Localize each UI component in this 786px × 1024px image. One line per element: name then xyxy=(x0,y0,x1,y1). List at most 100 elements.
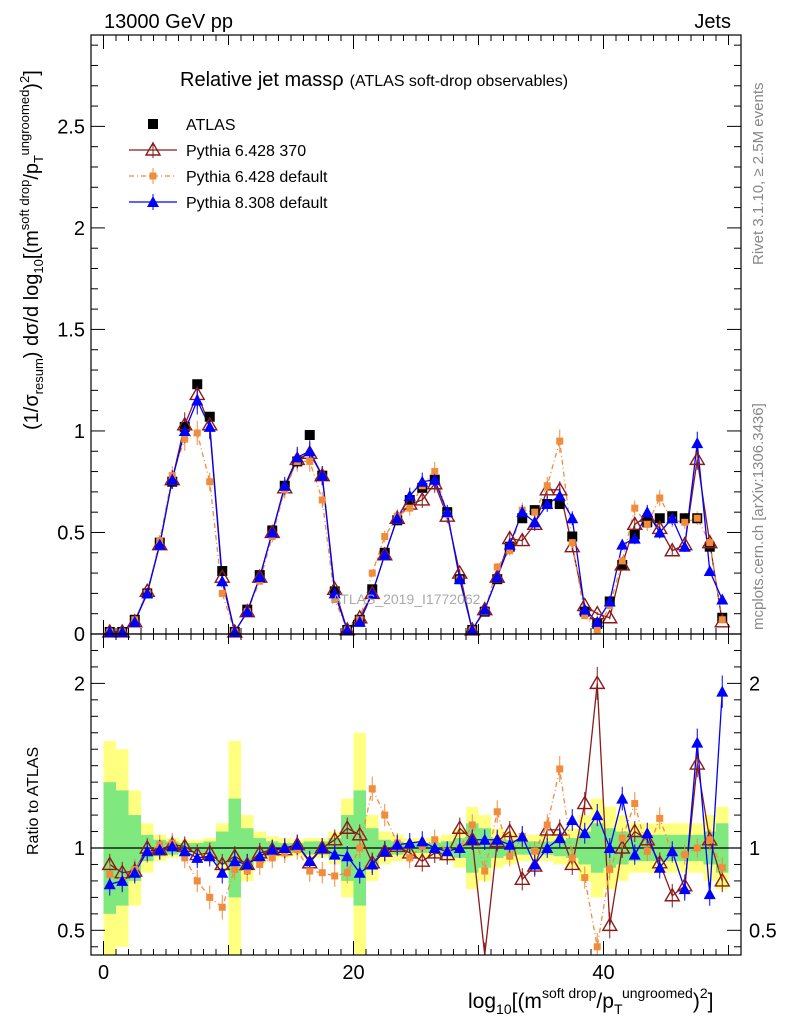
ratio-tick-label: 1 xyxy=(74,838,85,860)
ratio-marker-pythia-8-308-default xyxy=(516,830,529,842)
ratio-marker-pythia-6-428-370 xyxy=(101,856,118,871)
ratio-marker-pythia-6-428-default xyxy=(493,808,501,816)
marker-pythia-6-428-370 xyxy=(601,609,618,624)
ratio-marker-pythia-8-308-default xyxy=(528,858,541,870)
marker-pythia-8-308-default xyxy=(391,512,404,524)
ratio-marker-pythia-6-428-default xyxy=(706,836,714,844)
ratio-marker-pythia-8-308-default xyxy=(216,866,229,878)
marker-pythia-8-308-default xyxy=(316,469,329,481)
ratio-marker-pythia-6-428-370 xyxy=(514,870,531,885)
marker-pythia-6-428-default xyxy=(693,514,701,522)
marker-pythia-6-428-default xyxy=(193,429,201,437)
marker-pythia-8-308-default xyxy=(291,451,304,463)
ratio-marker-pythia-6-428-default xyxy=(643,847,651,855)
marker-pythia-8-308-default xyxy=(503,538,516,550)
marker-pythia-6-428-default xyxy=(306,457,314,465)
marker-pythia-6-428-default xyxy=(431,468,439,476)
data-markers xyxy=(101,379,731,951)
ratio-marker-pythia-6-428-default xyxy=(343,869,351,877)
ratio-marker-pythia-8-308-default xyxy=(691,736,704,748)
marker-pythia-8-308-default xyxy=(578,603,591,615)
marker-pythia-8-308-default xyxy=(691,437,704,449)
rivet-version-label: Rivet 3.1.10, ≥ 2.5M events xyxy=(750,83,767,266)
ratio-marker-pythia-8-308-default xyxy=(253,850,266,862)
ratio-marker-pythia-6-428-370 xyxy=(626,823,643,838)
marker-pythia-6-428-370 xyxy=(664,542,681,557)
marker-pythia-8-308-default xyxy=(603,595,616,607)
marker-pythia-6-428-default xyxy=(643,520,651,528)
ratio-marker-pythia-6-428-default xyxy=(593,943,601,951)
ratio-marker-pythia-6-428-default xyxy=(581,874,589,882)
ratio-marker-pythia-6-428-default xyxy=(681,851,689,859)
marker-atlas xyxy=(679,513,690,524)
marker-pythia-8-308-default xyxy=(253,571,266,583)
marker-pythia-6-428-default xyxy=(568,539,576,547)
marker-atlas xyxy=(304,430,315,441)
marker-pythia-8-308-default xyxy=(541,498,554,510)
marker-pythia-8-308-default xyxy=(716,593,729,605)
marker-pythia-8-308-default xyxy=(203,420,216,432)
legend-label-pythia-8-308-default: Pythia 8.308 default xyxy=(186,195,328,212)
marker-pythia-8-308-default xyxy=(678,540,691,552)
ratio-marker-pythia-8-308-default xyxy=(603,842,616,853)
ratio-line-pythia-6-428-370 xyxy=(109,683,723,956)
ratio-marker-pythia-6-428-370 xyxy=(576,795,593,810)
analysis-watermark: ATLAS_2019_I1772062 xyxy=(332,591,481,607)
ratio-marker-pythia-6-428-default xyxy=(693,844,701,852)
ratio-marker-pythia-6-428-default xyxy=(181,854,189,862)
marker-pythia-8-308-default xyxy=(128,615,141,627)
legend-label-atlas: ATLAS xyxy=(186,117,236,134)
ratio-tick-label-right: 2 xyxy=(749,673,760,695)
legend-marker-pythia-6-428-370 xyxy=(144,141,162,156)
marker-pythia-6-428-default xyxy=(581,612,589,620)
marker-pythia-6-428-default xyxy=(656,494,664,502)
ratio-marker-pythia-6-428-default xyxy=(718,864,726,872)
marker-atlas xyxy=(517,513,528,524)
ratio-marker-pythia-8-308-default xyxy=(703,888,716,900)
ratio-marker-pythia-8-308-default xyxy=(228,855,241,867)
ratio-marker-pythia-8-308-default xyxy=(141,845,154,857)
x-tick-label: 0 xyxy=(98,962,109,984)
marker-pythia-8-308-default xyxy=(516,506,529,518)
ratio-marker-pythia-6-428-370 xyxy=(339,819,356,834)
ratio-marker-pythia-6-428-370 xyxy=(564,856,581,871)
ratio-marker-pythia-8-308-default xyxy=(116,874,129,886)
ratio-marker-pythia-8-308-default xyxy=(578,827,591,839)
marker-pythia-8-308-default xyxy=(328,587,341,599)
ratio-marker-pythia-8-308-default xyxy=(566,814,579,826)
marker-pythia-8-308-default xyxy=(378,548,391,560)
ratio-marker-pythia-6-428-default xyxy=(106,870,114,878)
marker-pythia-6-428-default xyxy=(681,518,689,526)
ratio-marker-pythia-6-428-default xyxy=(268,854,276,862)
ratio-marker-pythia-8-308-default xyxy=(303,855,316,867)
ratio-marker-pythia-8-308-default xyxy=(453,842,466,853)
ratio-marker-pythia-6-428-default xyxy=(656,814,664,822)
chart-title: Relative jet massρ (ATLAS soft-drop obser… xyxy=(180,69,568,91)
marker-pythia-8-308-default xyxy=(703,565,716,577)
ratio-marker-pythia-6-428-default xyxy=(618,834,626,842)
marker-atlas xyxy=(617,559,628,570)
ratio-marker-pythia-8-308-default xyxy=(478,833,491,845)
uncertainty-bands xyxy=(91,732,741,955)
marker-pythia-8-308-default xyxy=(491,571,504,583)
ratio-marker-pythia-8-308-default xyxy=(716,685,729,697)
ratio-tick-label: 2 xyxy=(74,673,85,695)
marker-pythia-6-428-default xyxy=(593,626,601,634)
marker-pythia-8-308-default xyxy=(591,615,604,627)
ratio-axis-label: Ratio to ATLAS xyxy=(25,747,42,855)
ratio-marker-pythia-6-428-370 xyxy=(414,852,431,867)
marker-pythia-8-308-default xyxy=(266,526,279,538)
y-tick-label: 2.5 xyxy=(57,116,85,138)
marker-pythia-8-308-default xyxy=(553,489,566,501)
ratio-marker-pythia-8-308-default xyxy=(503,838,516,850)
marker-pythia-6-428-default xyxy=(368,569,376,577)
marker-pythia-8-308-default xyxy=(153,538,166,550)
marker-pythia-6-428-default xyxy=(556,437,564,445)
marker-pythia-6-428-default xyxy=(493,563,501,571)
ratio-marker-pythia-6-428-370 xyxy=(639,831,656,846)
legend-label-pythia-6-428-370: Pythia 6.428 370 xyxy=(186,143,306,160)
ratio-marker-pythia-6-428-default xyxy=(218,903,226,911)
ratio-marker-pythia-8-308-default xyxy=(616,792,629,804)
y-tick-label: 2 xyxy=(74,218,85,240)
ratio-marker-pythia-8-308-default xyxy=(628,848,641,860)
